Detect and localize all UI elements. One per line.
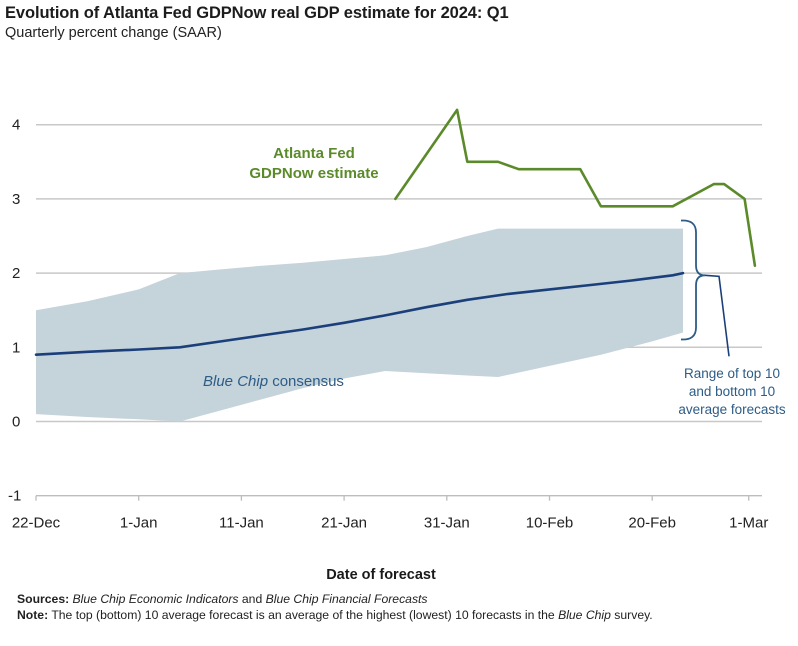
consensus-label: Blue Chip consensus [203,373,344,390]
consensus-label-italic: Blue Chip [203,373,268,390]
range-brace-annotation [680,219,730,357]
y-tick-label: -1 [8,488,21,505]
range-label: Range of top 10 [684,366,780,381]
x-tick-label: 31-Jan [424,515,470,532]
y-tick-label: 3 [12,191,20,208]
x-tick-label: 20-Feb [628,515,676,532]
sources-and: and [238,592,266,606]
chart-plot: -1 0 1 2 3 4 22-Dec 1-Jan 11-Jan 21-Jan 31-Jan 10-… [8,108,786,532]
gdpnow-estimate-line [394,108,757,267]
y-tick-label: 4 [12,117,20,134]
source-1: Blue Chip Economic Indicators [72,592,239,606]
footnotes: Sources: Blue Chip Economic Indicators a… [17,592,777,623]
x-tick-label: 10-Feb [526,515,574,532]
note-text: The top (bottom) 10 average forecast is … [48,607,559,622]
note-end: survey. [610,607,653,622]
note-label: Note: [17,607,49,622]
x-axis: 22-Dec 1-Jan 11-Jan 21-Jan 31-Jan 10-Feb 20-Fe… [12,495,768,532]
series-labels: Atlanta Fed GDPNow estimate Blue Chip cons… [203,145,786,417]
chart-subtitle: Quarterly percent change (SAAR) [5,25,222,41]
y-axis-ticks: -1 0 1 2 3 4 [8,117,21,505]
x-tick-label: 11-Jan [219,515,264,532]
chart-title: Evolution of Atlanta Fed GDPNow real GDP… [5,4,509,22]
x-axis-label: Date of forecast [326,567,436,583]
note-line: Note: The top (bottom) 10 average foreca… [17,608,777,624]
y-tick-label: 2 [12,265,20,282]
x-tick-label: 1-Mar [729,515,768,532]
range-label: average forecasts [678,402,786,417]
brace-leader-line [704,274,730,357]
gdpnow-label: GDPNow estimate [249,165,378,182]
y-tick-label: 1 [12,339,20,356]
note-italic: Blue Chip [558,607,611,622]
y-tick-label: 0 [12,414,20,431]
sources-label: Sources: [17,592,70,606]
blue-chip-consensus-line [34,271,685,356]
consensus-label-rest: consensus [268,373,344,390]
gdpnow-label: Atlanta Fed [273,145,355,162]
forecast-range-band [36,228,683,422]
range-label: and bottom 10 [689,384,775,399]
brace-icon [680,219,706,341]
x-tick-label: 21-Jan [321,515,367,532]
x-tick-label: 22-Dec [12,515,61,532]
x-tick-label: 1-Jan [120,515,158,532]
sources-line: Sources: Blue Chip Economic Indicators a… [17,592,777,608]
source-2: Blue Chip Financial Forecasts [265,592,428,606]
